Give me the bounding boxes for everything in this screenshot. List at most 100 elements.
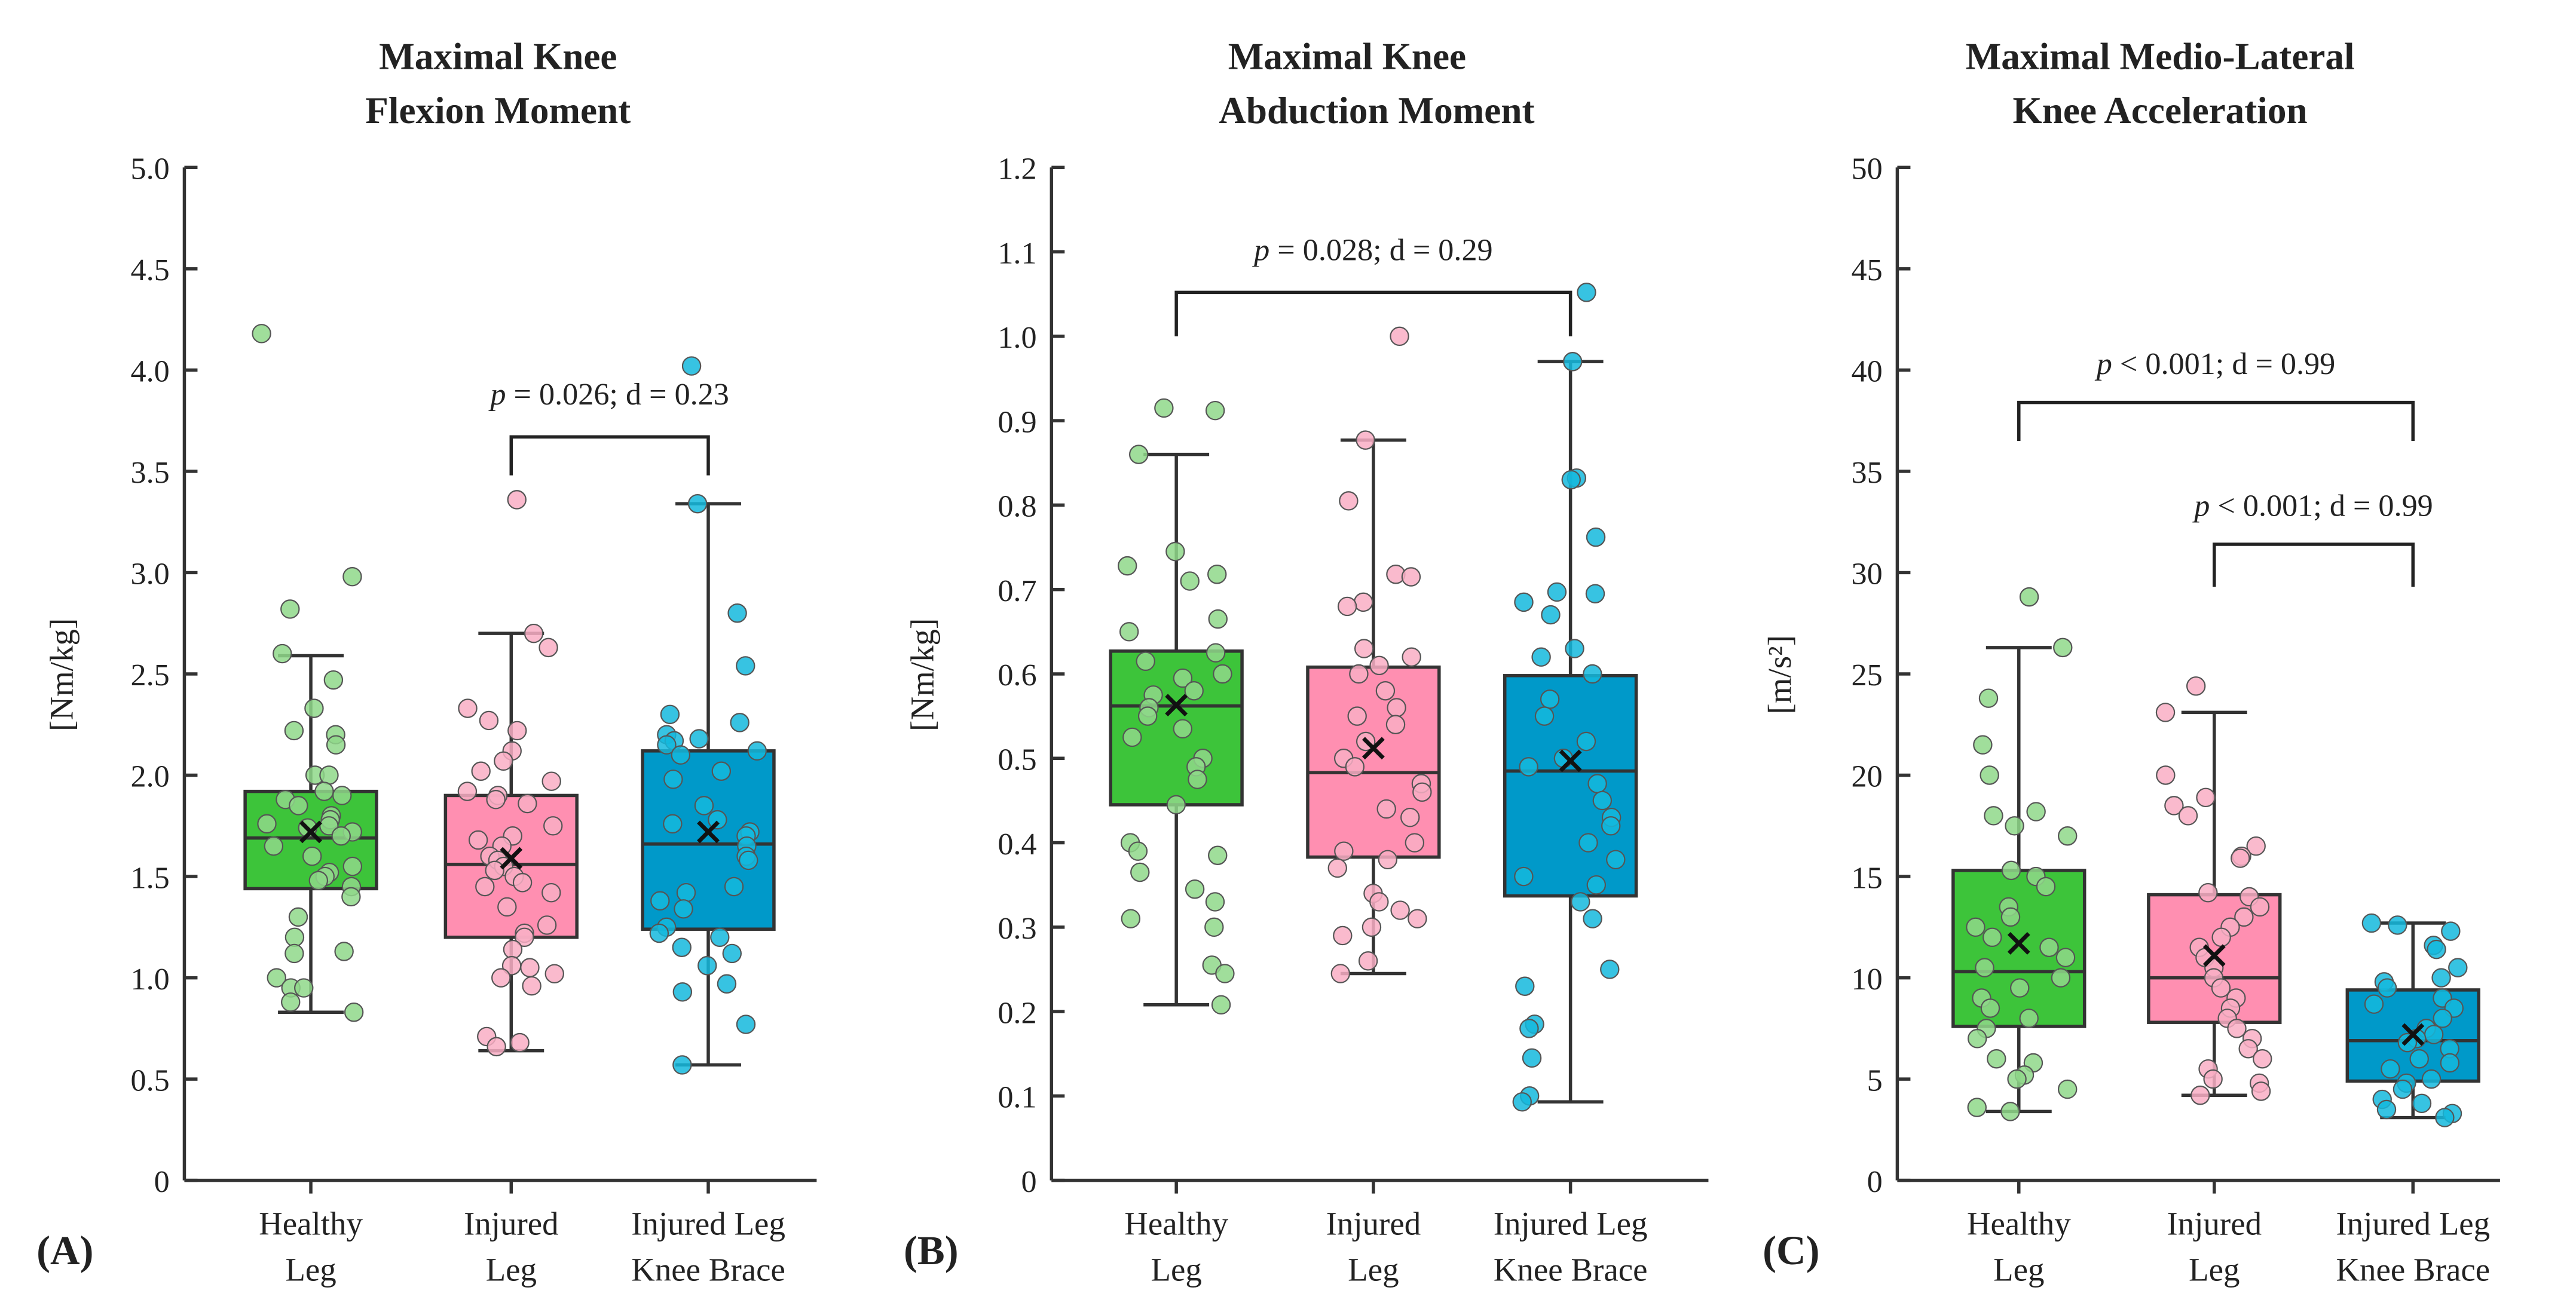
significance-label: p < 0.001; d = 0.99 <box>2094 347 2336 381</box>
x-tick-label: Leg <box>2189 1251 2240 1288</box>
mean-marker <box>299 820 322 844</box>
data-point <box>1353 592 1373 612</box>
data-point <box>1519 757 1538 777</box>
x-tick-label: Knee Brace <box>1494 1251 1648 1288</box>
data-point <box>1122 727 1142 747</box>
data-point <box>674 899 693 919</box>
data-point <box>2440 1053 2460 1073</box>
data-point <box>1376 799 1396 819</box>
y-tick-label: 1.1 <box>998 236 1036 271</box>
data-point <box>1213 664 1232 684</box>
data-point <box>694 796 714 816</box>
data-point <box>687 493 708 514</box>
data-point <box>727 603 747 623</box>
data-point <box>1385 715 1406 734</box>
data-point <box>1408 909 1427 928</box>
data-point <box>2010 978 2030 998</box>
y-tick-label: 15 <box>1852 860 1883 895</box>
significance-label: p = 0.028; d = 0.29 <box>1252 233 1493 268</box>
significance-annotation: p = 0.028; d = 0.29 <box>1174 233 1572 336</box>
data-point <box>1333 925 1353 946</box>
data-point <box>1211 995 1231 1015</box>
data-point <box>302 846 322 866</box>
data-point <box>541 882 561 903</box>
p-symbol: p <box>1252 233 1269 268</box>
data-point <box>2001 860 2021 881</box>
y-tick-label: 10 <box>1852 962 1883 997</box>
data-point <box>1358 951 1378 971</box>
y-tick-label: 0.8 <box>998 489 1036 524</box>
data-point <box>1206 643 1226 663</box>
data-point <box>1975 958 1994 977</box>
mean-marker-stroke <box>1165 694 1188 717</box>
box-group-0 <box>243 324 378 1022</box>
data-point <box>1215 964 1235 983</box>
data-point <box>1180 571 1200 591</box>
data-point <box>2427 939 2446 960</box>
data-point <box>736 1014 756 1034</box>
box-group-1 <box>443 490 579 1057</box>
data-point <box>1601 816 1621 836</box>
data-point <box>1369 892 1389 912</box>
significance-annotation: p = 0.026; d = 0.23 <box>488 377 729 476</box>
data-point <box>331 826 351 846</box>
data-point <box>1347 706 1367 726</box>
significance-label: p = 0.026; d = 0.23 <box>488 377 729 412</box>
data-point <box>1166 795 1186 815</box>
significance-bracket <box>2213 542 2415 587</box>
data-point <box>1390 900 1410 920</box>
panel-b: Maximal Knee Abduction Moment (B) [Nm/kg… <box>904 35 1535 1273</box>
data-point <box>288 907 308 927</box>
data-point <box>1205 400 1225 421</box>
data-point <box>543 816 563 836</box>
panel-c: Maximal Medio-Lateral Knee Acceleration … <box>1761 35 2355 1273</box>
data-point <box>1375 681 1396 701</box>
y-tick-label: 4.5 <box>131 253 170 287</box>
data-point <box>663 814 683 834</box>
data-point <box>1515 976 1535 996</box>
mean-marker <box>1362 737 1385 760</box>
data-point <box>284 943 304 964</box>
panel-c-plot: 0 5 10 15 20 25 30 35 40 45 50 Healthy Leg Injured Leg… <box>1852 152 2500 1288</box>
data-point <box>1577 283 1596 302</box>
data-point <box>1585 584 1605 603</box>
data-point <box>657 735 677 755</box>
data-point <box>2441 921 2461 941</box>
y-tick-label: 0.5 <box>131 1063 170 1098</box>
data-point <box>294 978 314 998</box>
data-point <box>708 810 727 830</box>
mean-marker-stroke <box>2401 1023 2425 1046</box>
mean-marker-stroke <box>2202 944 2226 967</box>
data-point <box>1378 850 1398 870</box>
data-point <box>1987 1049 2006 1069</box>
data-point <box>2190 1086 2210 1105</box>
data-point <box>2238 1039 2258 1059</box>
data-point <box>660 704 680 725</box>
data-point <box>1512 1092 1532 1112</box>
data-point <box>1129 445 1149 464</box>
data-point <box>1562 352 1583 372</box>
data-point <box>739 850 758 870</box>
y-tick-label: 20 <box>1852 759 1883 794</box>
data-point <box>2000 907 2021 927</box>
data-point <box>2424 1025 2444 1044</box>
data-point <box>2055 948 2076 967</box>
data-point <box>2381 1059 2400 1079</box>
y-tick-label: 0.1 <box>998 1080 1036 1115</box>
data-point <box>1531 647 1551 667</box>
mean-marker-stroke <box>299 820 322 844</box>
data-point <box>1547 582 1567 602</box>
panel-b-title-line-1: Maximal Knee <box>1228 35 1466 77</box>
data-point <box>1362 917 1382 937</box>
y-tick-label: 0.6 <box>998 658 1036 692</box>
significance-value: < 0.001; d = 0.99 <box>2112 347 2335 381</box>
box-group-0 <box>1951 587 2087 1121</box>
y-tick-label: 2.0 <box>131 759 170 794</box>
data-point <box>1967 1098 1987 1117</box>
data-point <box>2250 897 2270 917</box>
data-point <box>284 927 305 947</box>
x-tick-label: Injured Leg <box>1494 1205 1648 1242</box>
significance-annotation: p < 0.001; d = 0.99 <box>2192 488 2433 587</box>
y-tick-label: 1.5 <box>131 860 170 895</box>
data-point <box>2376 1099 2397 1120</box>
